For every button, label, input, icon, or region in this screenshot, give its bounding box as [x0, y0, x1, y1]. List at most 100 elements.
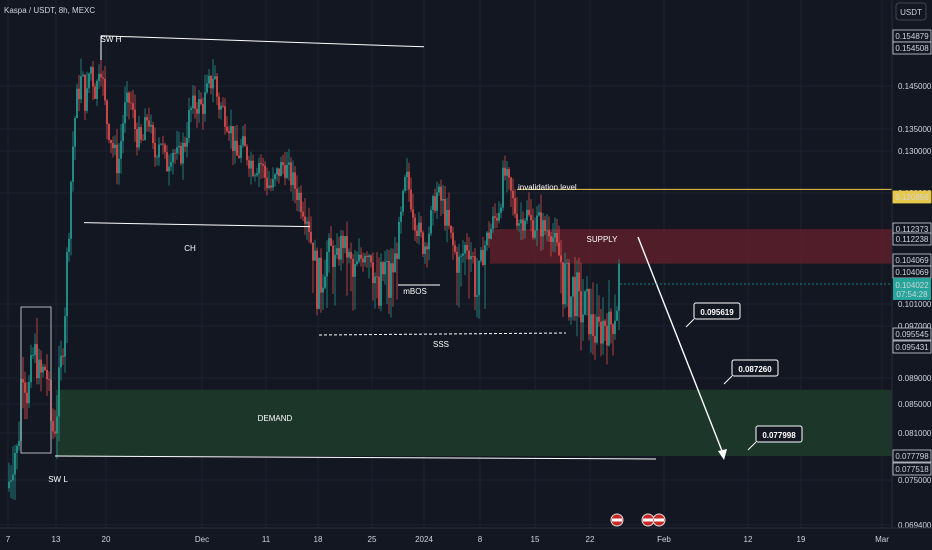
candle-body: [424, 246, 426, 254]
candle-body: [224, 106, 226, 127]
price-tick-label: 0.081000: [898, 429, 932, 438]
candle-body: [556, 232, 558, 243]
candle-body: [194, 95, 196, 109]
arrow-head-icon: [718, 449, 727, 460]
candle-body: [612, 324, 614, 335]
candle-body: [462, 253, 464, 256]
candle-body: [108, 124, 110, 141]
candle-body: [22, 378, 24, 383]
candle-body: [82, 74, 84, 77]
candle-body: [394, 253, 396, 273]
invalidation-label: invalidation level: [518, 183, 577, 192]
candle-body: [128, 92, 130, 103]
candle-body: [296, 188, 298, 201]
candle-body: [508, 169, 510, 178]
candle-body: [406, 171, 408, 178]
price-tick-label: 0.135000: [898, 125, 932, 134]
candle-body: [326, 251, 328, 277]
time-tick-label: 2024: [415, 535, 433, 544]
candle-body: [174, 152, 176, 154]
candle-body: [258, 163, 260, 174]
candle-body: [18, 440, 20, 446]
candle-body: [580, 291, 582, 323]
candle-body: [144, 117, 146, 141]
candle-body: [180, 145, 182, 164]
candle-body: [360, 254, 362, 259]
target-2-pointer: [723, 375, 733, 385]
candle-body: [222, 105, 224, 107]
candle-body: [538, 212, 540, 216]
candle-body: [382, 262, 384, 275]
price-axis[interactable]: 0.1450000.1350000.1300000.1200000.101000…: [892, 29, 932, 530]
candle-body: [486, 232, 488, 246]
candle-body: [200, 99, 202, 104]
candle-body: [388, 260, 390, 298]
event-icons[interactable]: [610, 513, 666, 527]
price-label-box: [892, 327, 932, 341]
candle-body: [242, 136, 244, 146]
candle-body: [274, 174, 276, 179]
annotations: SW H CH invalidation level mBOS SSS SW L DEMAN…: [48, 35, 803, 484]
target-3-label: 0.077998: [762, 431, 796, 440]
candle-body: [320, 257, 322, 293]
candle-body: [494, 216, 496, 218]
candle-body: [402, 190, 404, 212]
candle-body: [588, 289, 590, 335]
candle-body: [488, 232, 490, 239]
time-tick-label: 20: [102, 535, 111, 544]
candle-body: [374, 276, 376, 284]
candle-body: [546, 230, 548, 232]
price-label-box: [892, 232, 932, 246]
candle-body: [352, 258, 354, 277]
price-label: 0.095545: [895, 330, 929, 339]
candle-body: [408, 171, 410, 190]
candle-body: [130, 102, 132, 104]
candle-body: [392, 263, 394, 273]
candle-body: [186, 137, 188, 147]
candle-body: [484, 245, 486, 266]
sw-low-label: SW L: [48, 475, 68, 484]
time-tick-label: 13: [52, 535, 61, 544]
target-1-label: 0.095619: [700, 308, 734, 317]
candle-body: [420, 222, 422, 233]
candle-body: [536, 215, 538, 231]
us-flag-icon[interactable]: [610, 513, 624, 527]
candle-body: [558, 242, 560, 256]
candle-body: [338, 248, 340, 260]
candle-body: [500, 207, 502, 213]
candle-body: [570, 296, 572, 318]
candle-body: [74, 117, 76, 147]
candle-body: [490, 228, 492, 239]
candle-body: [254, 175, 256, 177]
candle-body: [496, 217, 498, 221]
time-axis[interactable]: 7 13 20 Dec 11 18 25 2024 8 15 22 Feb 12 19 Mar: [6, 535, 889, 544]
candle-body: [618, 263, 620, 311]
candle-body: [466, 244, 468, 251]
candle-body: [276, 168, 278, 175]
candle-body: [28, 382, 30, 404]
candle-body: [230, 126, 232, 134]
candle-body: [280, 162, 282, 177]
candle-body: [530, 214, 532, 221]
candle-body: [26, 392, 28, 404]
currency-button[interactable]: USDT: [895, 2, 927, 21]
price-label: 0.077518: [895, 465, 929, 474]
candle-body: [572, 277, 574, 297]
candle-body: [314, 250, 316, 261]
candle-body: [98, 73, 100, 81]
candle-body: [102, 77, 104, 79]
candle-body: [246, 146, 248, 161]
target-3-pointer: [747, 441, 757, 451]
us-flag-icon[interactable]: [652, 513, 666, 527]
candle-body: [356, 261, 358, 264]
price-tick-label: 0.145000: [898, 82, 932, 91]
candle-body: [52, 421, 54, 432]
us-flag-icon[interactable]: [641, 513, 655, 527]
candle-body: [198, 99, 200, 114]
candle-body: [400, 211, 402, 222]
candle-body: [176, 147, 178, 154]
target-1-box: [693, 302, 741, 320]
candle-body: [524, 220, 526, 231]
